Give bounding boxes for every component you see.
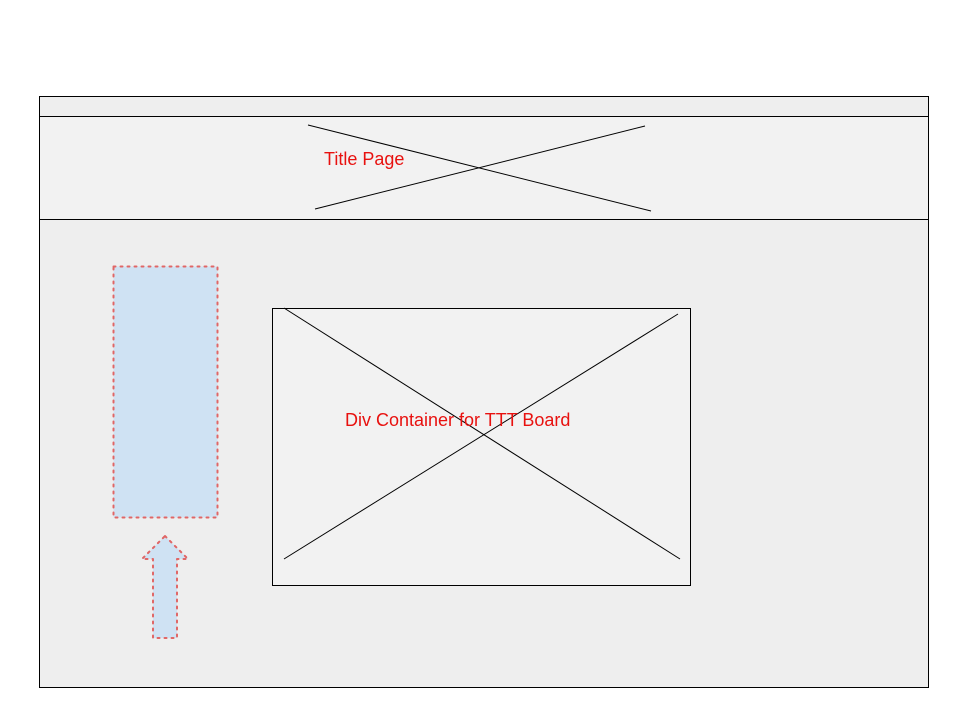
board-container-label: Div Container for TTT Board (345, 410, 571, 430)
title-header (40, 117, 928, 220)
title-page-label: Title Page (324, 149, 405, 169)
page-frame (39, 96, 929, 688)
top-bar (40, 97, 928, 117)
content-area (40, 220, 928, 687)
